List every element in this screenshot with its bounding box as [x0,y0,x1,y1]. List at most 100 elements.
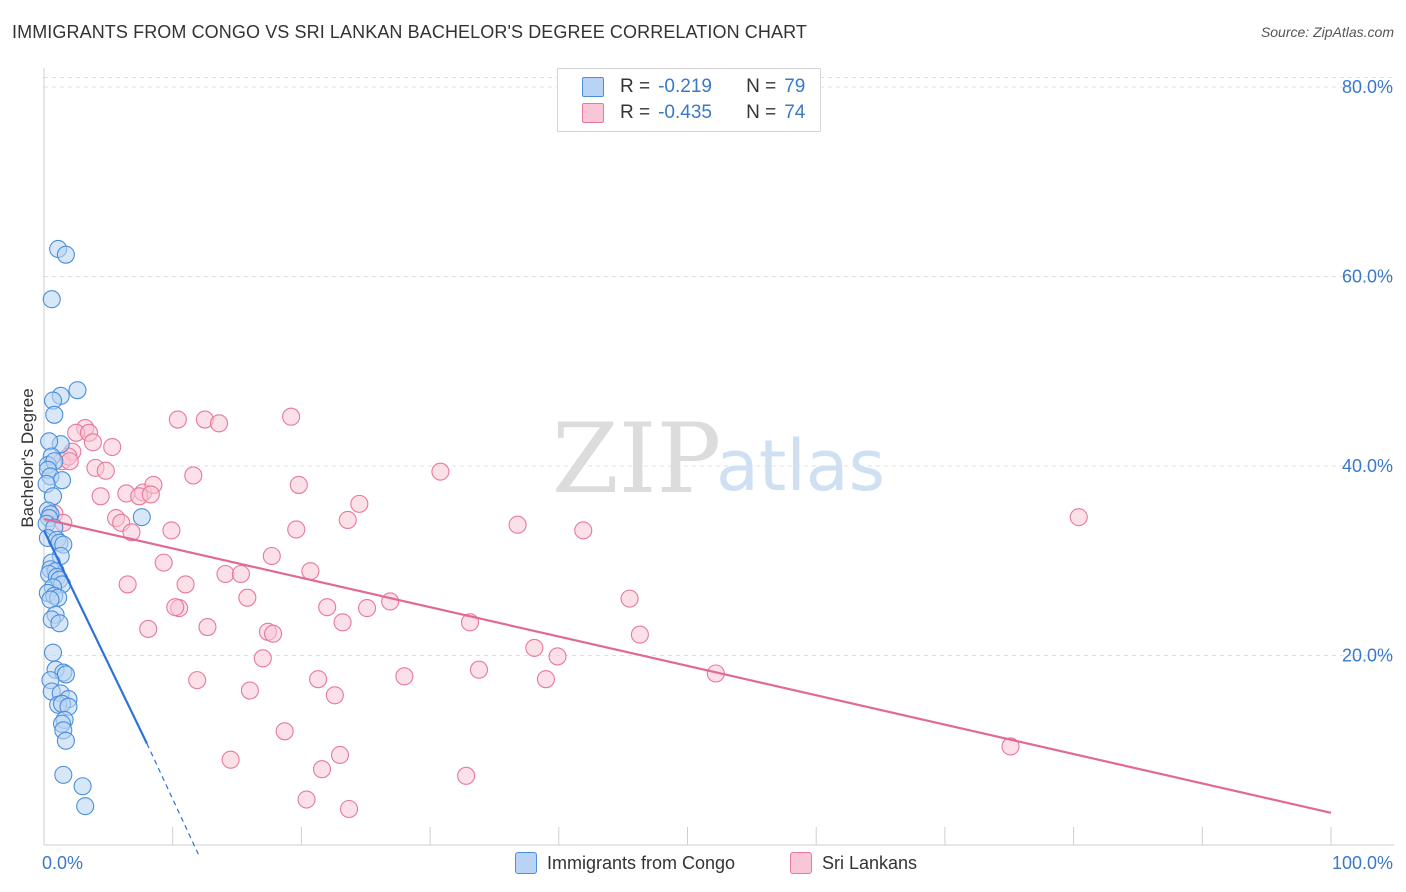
point-sri-lankans [184,466,203,485]
r-value: -0.435 [658,102,712,123]
legend-item-congo: Immigrants from Congo [515,852,735,874]
point-congo [50,614,69,633]
point-sri-lankans [312,760,332,779]
point-sri-lankans [162,521,181,540]
correlation-legend: R = -0.219 N = 79 R = -0.435 N = 74 [557,68,821,132]
point-sri-lankans [297,790,316,809]
point-sri-lankans [216,564,235,584]
point-sri-lankans [83,433,102,452]
n-value: 79 [784,76,806,97]
legend-item-sri-lankans: Sri Lankans [790,852,917,874]
point-sri-lankans [630,625,649,644]
trend-lines [43,517,1332,855]
watermark-atlas: atlas [716,425,885,507]
point-sri-lankans [240,681,259,700]
point-sri-lankans [264,624,283,643]
r-value: -0.219 [658,76,712,97]
point-sri-lankans [221,750,240,769]
point-sri-lankans [238,588,257,607]
point-sri-lankans [395,667,414,686]
y-tick-label: 20.0% [1342,645,1393,665]
point-sri-lankans [548,647,567,666]
legend-label-congo: Immigrants from Congo [547,852,736,873]
x-tick-label-min: 0.0% [42,853,83,873]
point-sri-lankans [318,598,337,617]
point-sri-lankans [139,619,158,639]
point-congo [45,405,64,424]
point-congo [56,731,75,750]
chart-title: IMMIGRANTS FROM CONGO VS SRI LANKAN BACH… [12,22,807,42]
point-sri-lankans [333,613,352,632]
point-sri-lankans [262,546,281,566]
point-sri-lankans [309,670,328,689]
legend-swatch-congo [582,77,604,97]
r-label: R = [620,102,651,123]
point-sri-lankans [536,670,555,689]
legend-swatch-sri-lankans [790,852,812,874]
watermark-zip: ZIP [552,403,721,515]
point-sri-lankans [60,452,79,471]
legend-row-congo: R = -0.219 N = 79 [582,75,805,99]
point-congo [56,245,75,264]
point-congo [132,508,151,527]
point-congo [43,643,63,662]
point-sri-lankans [209,414,229,433]
point-sri-lankans [620,589,639,608]
point-sri-lankans [350,494,369,513]
watermark: ZIP atlas [552,403,885,515]
point-congo [56,665,75,684]
point-sri-lankans [118,575,137,594]
series-congo [37,239,151,816]
point-sri-lankans [176,575,195,594]
point-sri-lankans [338,510,357,530]
point-congo [73,777,92,796]
point-congo [42,290,61,309]
point-sri-lankans [198,618,217,637]
point-sri-lankans [188,671,207,690]
point-sri-lankans [381,592,400,611]
point-sri-lankans [122,523,141,542]
point-sri-lankans [357,599,377,618]
n-label: N = [746,76,777,97]
point-congo [68,381,87,400]
point-sri-lankans [339,799,359,819]
point-congo [54,765,73,784]
trend-line-congo-extension [146,743,199,855]
point-sri-lankans [1001,737,1020,756]
r-label: R = [620,76,651,97]
point-sri-lankans [168,410,187,429]
point-sri-lankans [103,437,122,457]
point-sri-lankans [231,564,250,584]
axes [43,68,1394,846]
n-value: 74 [784,102,806,123]
point-congo [41,590,60,609]
y-tick-label: 80.0% [1342,77,1393,97]
point-sri-lankans [166,598,185,617]
y-tick-label: 60.0% [1342,266,1393,286]
point-sri-lankans [141,485,160,504]
point-congo [52,471,72,490]
trend-line-congo [43,529,148,745]
point-sri-lankans [154,553,173,572]
legend-row-sri-lankans: R = -0.435 N = 74 [582,101,805,125]
point-sri-lankans [469,660,489,679]
point-congo [76,797,95,816]
point-sri-lankans [275,722,294,741]
y-tick-label: 40.0% [1342,456,1393,476]
point-sri-lankans [91,487,110,506]
point-sri-lankans [457,766,476,785]
legend-label-sri-lankans: Sri Lankans [822,852,918,873]
point-sri-lankans [525,638,544,657]
point-sri-lankans [431,462,450,481]
point-sri-lankans [96,461,115,480]
legend-swatch-congo [515,852,537,874]
point-sri-lankans [325,686,344,705]
point-sri-lankans [1069,508,1088,527]
point-sri-lankans [289,475,308,494]
point-sri-lankans [287,520,306,539]
point-sri-lankans [282,407,301,426]
legend-swatch-sri-lankans [582,103,604,123]
point-sri-lankans [253,649,272,668]
point-sri-lankans [330,745,350,765]
